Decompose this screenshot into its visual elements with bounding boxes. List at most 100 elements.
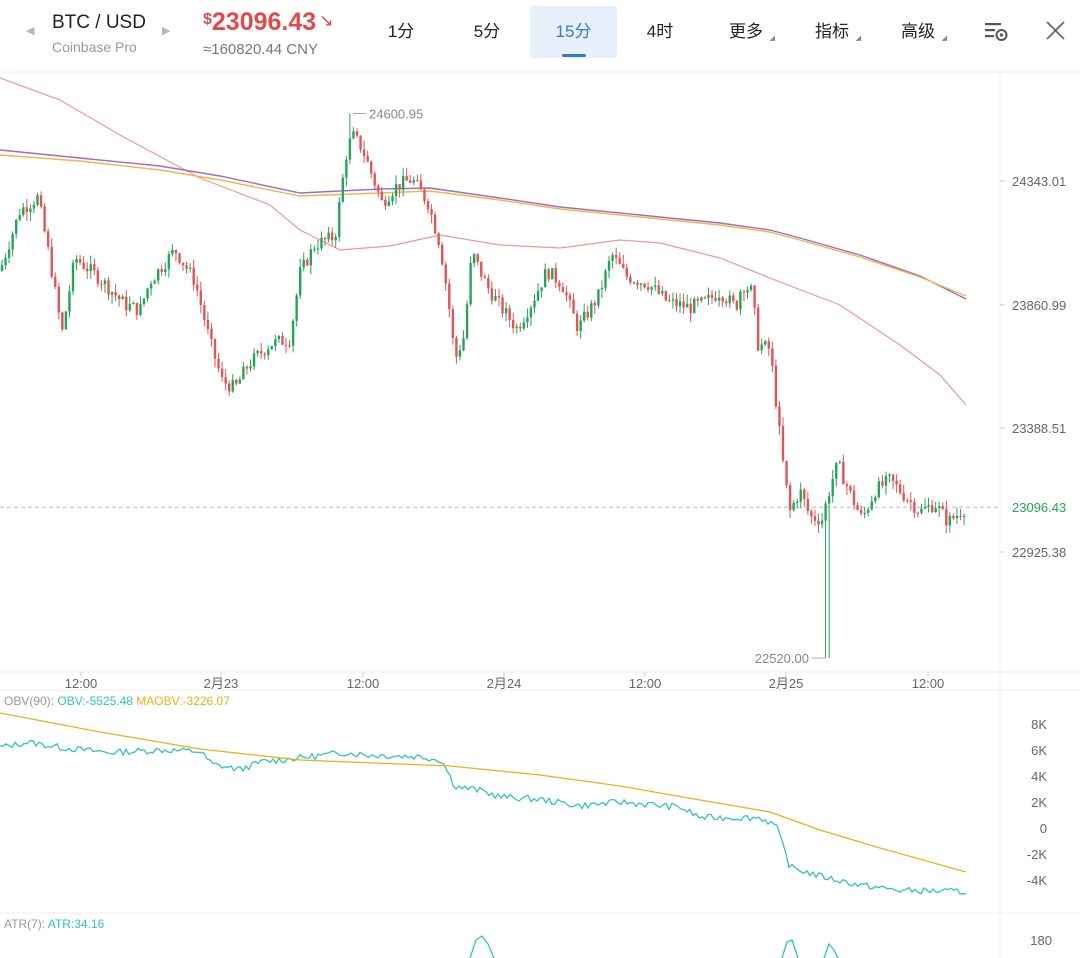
- candle-body: [487, 278, 490, 289]
- candle-body: [945, 509, 948, 526]
- arrow-down-right-icon: ↘: [319, 11, 334, 30]
- ma-line-purple: [0, 149, 967, 300]
- candle-body: [370, 161, 373, 174]
- pair-selector[interactable]: ◀ BTC / USD Coinbase Pro ▶: [26, 6, 196, 58]
- candle-body: [760, 344, 763, 351]
- candle-body: [146, 288, 149, 299]
- x-tick-label: 12:00: [912, 676, 945, 691]
- candle-body: [494, 296, 497, 301]
- candle-body: [593, 303, 597, 306]
- candle-body: [540, 287, 543, 291]
- tab-indicators[interactable]: 指标 ◢: [789, 6, 875, 58]
- candle-body: [586, 311, 589, 318]
- obv-line: [0, 739, 967, 895]
- candle-body: [82, 262, 85, 269]
- candle-body: [675, 299, 678, 307]
- candle-body: [654, 285, 657, 288]
- candle-body: [515, 326, 518, 329]
- candle-body: [430, 209, 433, 215]
- candle-body: [614, 255, 618, 258]
- candle-body: [391, 195, 394, 202]
- candle-body: [238, 379, 242, 384]
- candle-body: [884, 475, 888, 486]
- obv-legend-entry: MAOBV:-3226.07: [136, 694, 230, 708]
- candle-body: [362, 149, 366, 156]
- candle-body: [291, 320, 295, 346]
- obv-indicator-name: OBV(90):: [4, 694, 57, 708]
- candle-body: [160, 269, 163, 273]
- candle-body: [398, 184, 401, 190]
- tab-indicators-label: 指标: [815, 22, 849, 41]
- candle-body: [96, 270, 100, 284]
- candle-body: [842, 461, 845, 485]
- chart-settings-icon[interactable]: [983, 18, 1009, 44]
- candle-body: [4, 257, 7, 265]
- candle-body: [643, 283, 646, 288]
- candle-body: [401, 176, 405, 190]
- candle-body: [164, 269, 167, 273]
- candle-body: [796, 501, 799, 503]
- candle-body: [224, 377, 227, 384]
- triangle-left-icon[interactable]: ◀: [26, 25, 35, 37]
- candle-body: [870, 501, 873, 510]
- candle-body: [288, 345, 291, 347]
- candle-body: [962, 515, 966, 518]
- candle-body: [895, 480, 898, 485]
- candle-body: [526, 317, 529, 323]
- candle-body: [352, 131, 355, 139]
- tab-more[interactable]: 更多 ◢: [703, 6, 789, 58]
- candle-body: [955, 515, 959, 519]
- tab-5m[interactable]: 5分: [444, 6, 530, 58]
- candle-body: [551, 268, 554, 280]
- candle-body: [185, 265, 188, 269]
- candle-body: [543, 269, 547, 288]
- candle-body: [188, 267, 192, 269]
- candle-body: [433, 214, 437, 234]
- candle-body: [867, 509, 870, 513]
- candle-body: [327, 232, 330, 240]
- candle-body: [366, 155, 369, 162]
- triangle-right-icon[interactable]: ▶: [162, 25, 171, 37]
- candle-body: [845, 484, 849, 487]
- candle-body: [15, 219, 18, 234]
- tab-4h[interactable]: 4时: [617, 6, 703, 58]
- price-currency: $: [203, 11, 212, 28]
- candle-body: [646, 287, 650, 290]
- candle-body: [306, 259, 309, 266]
- candle-body: [824, 503, 827, 521]
- candle-body: [39, 195, 43, 207]
- x-tick-label: 2月23: [204, 676, 239, 691]
- last-price-label: 23096.43: [1012, 500, 1066, 515]
- candle-body: [11, 233, 14, 250]
- obv-y-tick-label: 0: [1040, 821, 1047, 836]
- candle-body: [923, 506, 927, 509]
- tab-15m[interactable]: 15分: [530, 6, 617, 58]
- candle-body: [835, 462, 838, 479]
- candle-body: [0, 264, 4, 271]
- candle-body: [270, 346, 273, 350]
- candle-body: [934, 508, 937, 512]
- candle-body: [927, 505, 930, 507]
- candle-body: [199, 290, 202, 306]
- y-tick-label: 22925.38: [1012, 545, 1066, 560]
- candle-body: [174, 249, 178, 254]
- tab-1m[interactable]: 1分: [358, 6, 444, 58]
- obv-legend: OBV(90): OBV:-5525.48 MAOBV:-3226.07: [4, 694, 230, 708]
- close-icon[interactable]: [1043, 18, 1069, 44]
- candle-body: [139, 303, 142, 315]
- candle-body: [657, 285, 660, 294]
- candle-body: [671, 299, 675, 301]
- obv-y-tick-label: -4K: [1027, 873, 1048, 888]
- candle-body: [320, 237, 323, 249]
- tab-advanced[interactable]: 高级 ◢: [875, 6, 961, 58]
- candle-body: [117, 295, 121, 300]
- candle-body: [323, 237, 327, 240]
- candle-body: [803, 489, 806, 500]
- atr-y-tick-label: 180: [1030, 933, 1052, 948]
- high-label: 24600.95: [369, 106, 423, 121]
- candle-body: [863, 512, 866, 514]
- candle-body: [448, 283, 451, 310]
- candle-body: [93, 264, 96, 271]
- candle-body: [714, 297, 717, 301]
